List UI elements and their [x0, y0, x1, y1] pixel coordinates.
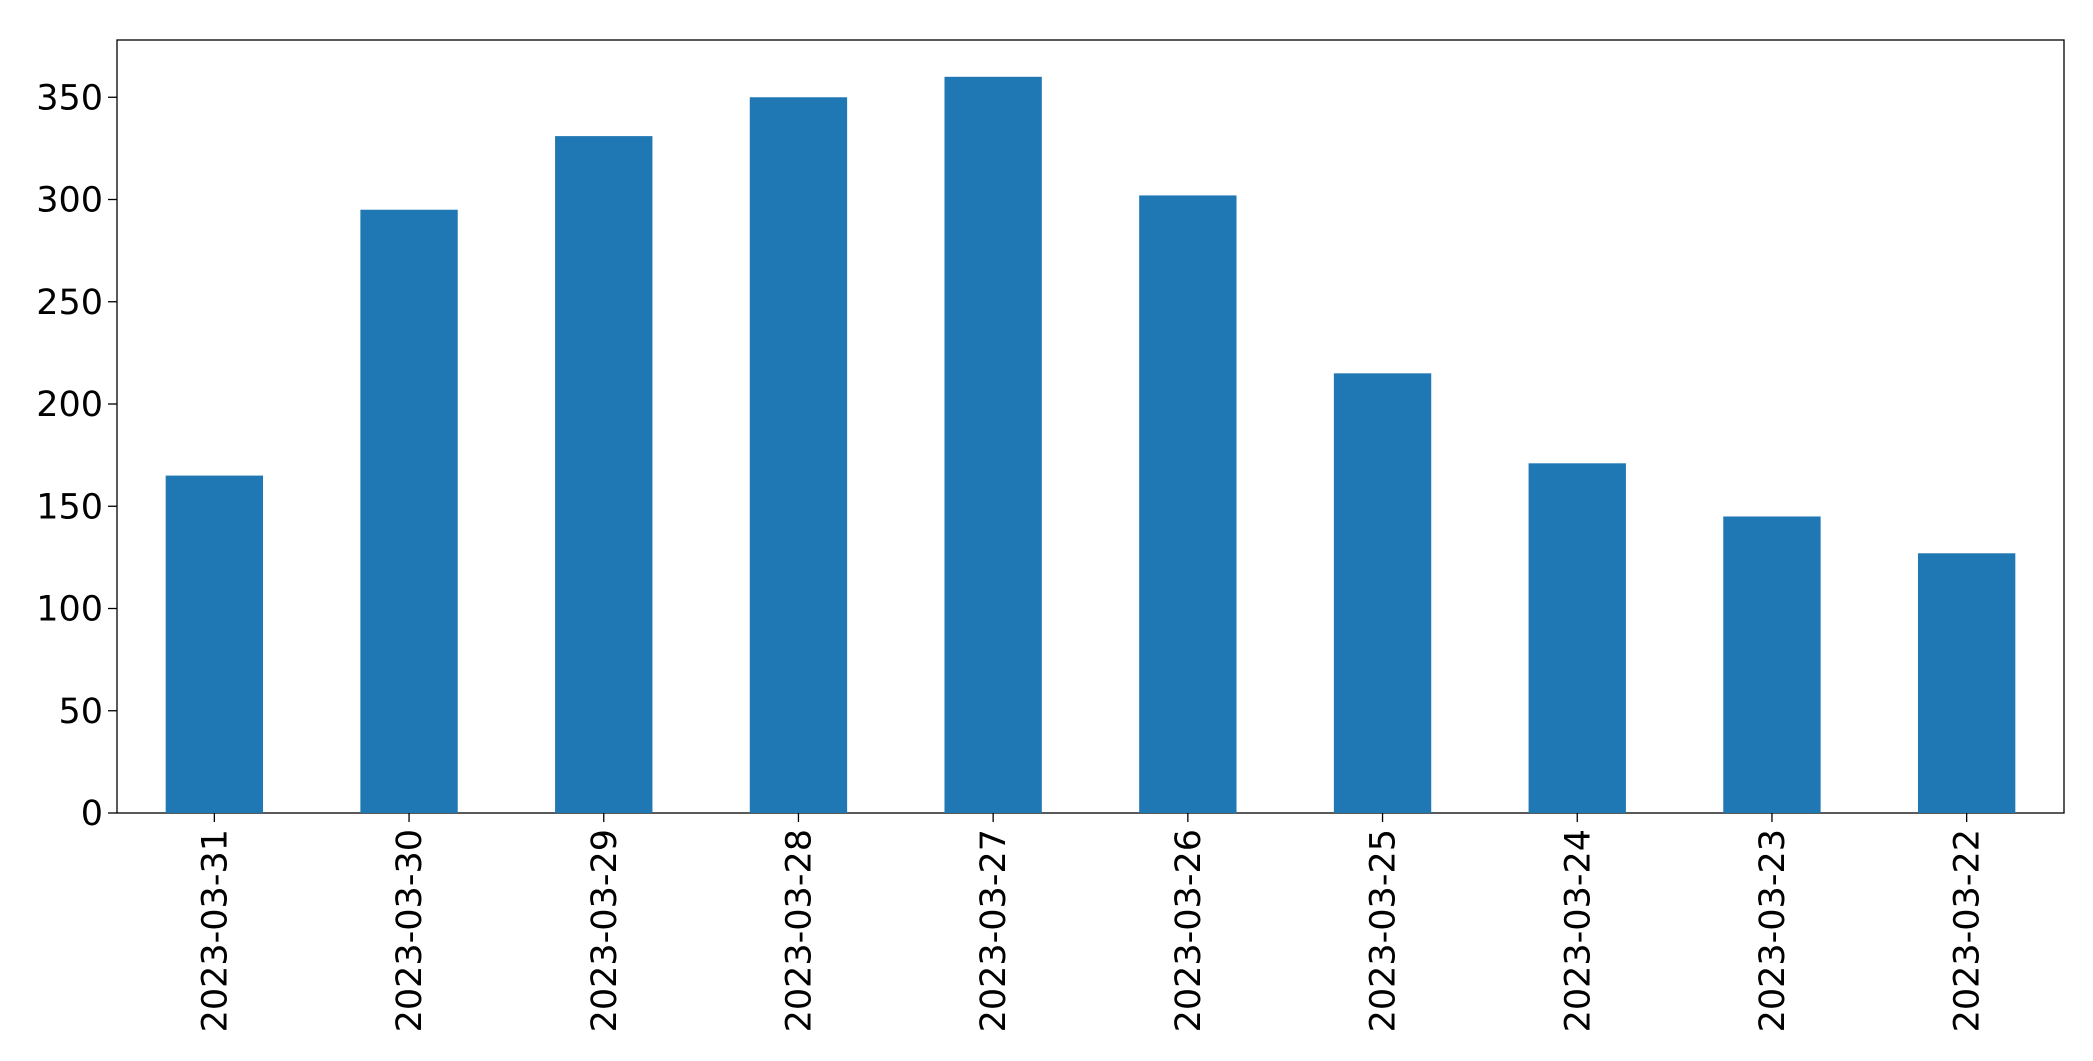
bar — [1139, 195, 1237, 814]
x-tick-label: 2023-03-30 — [390, 829, 430, 1032]
x-tick-label: 2023-03-29 — [585, 829, 625, 1032]
bar — [1917, 553, 2016, 813]
bar — [944, 76, 1042, 814]
x-tick-label: 2023-03-23 — [1753, 829, 1793, 1032]
bar — [1333, 373, 1432, 813]
bar — [749, 97, 848, 813]
x-tick-label: 2023-03-28 — [779, 829, 819, 1032]
x-tick-label: 2023-03-22 — [1948, 829, 1988, 1032]
bar — [555, 136, 653, 813]
y-tick-label: 0 — [81, 794, 103, 834]
bar — [360, 209, 458, 814]
x-tick-label: 2023-03-24 — [1558, 829, 1598, 1032]
y-tick-label: 250 — [36, 283, 103, 323]
bar — [1723, 516, 1821, 813]
bar — [165, 475, 264, 813]
plot-frame — [116, 39, 2065, 814]
y-tick-label: 100 — [36, 590, 103, 630]
y-tick-label: 50 — [58, 692, 103, 732]
x-tick-label: 2023-03-27 — [974, 829, 1014, 1032]
x-tick-label: 2023-03-31 — [195, 829, 235, 1032]
y-tick-label: 300 — [36, 181, 103, 221]
x-tick-label: 2023-03-26 — [1169, 829, 1209, 1032]
y-tick-label: 150 — [36, 487, 103, 527]
y-tick-label: 200 — [36, 385, 103, 425]
y-tick-label: 350 — [36, 78, 103, 118]
x-tick-label: 2023-03-25 — [1364, 829, 1404, 1032]
bar — [1528, 463, 1626, 813]
